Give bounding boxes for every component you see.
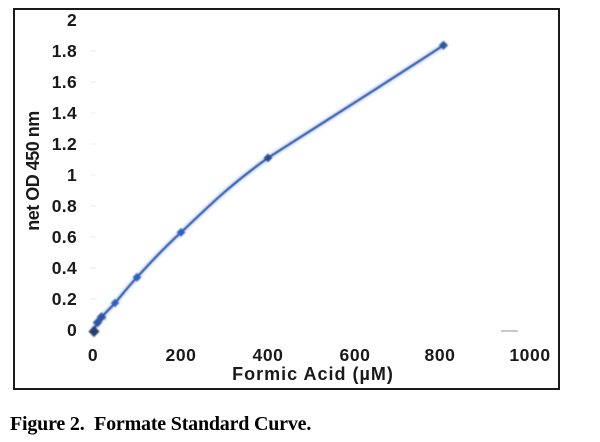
svg-text:2: 2	[67, 10, 77, 30]
svg-text:Figure 2. Formate Standard Cu: Figure 2. Formate Standard Curve.	[10, 413, 311, 435]
svg-text:1.8: 1.8	[52, 41, 77, 61]
svg-text:0.6: 0.6	[52, 227, 77, 247]
svg-text:1: 1	[67, 165, 77, 185]
svg-text:400: 400	[253, 345, 284, 365]
svg-text:800: 800	[425, 345, 456, 365]
svg-text:1.6: 1.6	[52, 72, 77, 92]
svg-text:1.2: 1.2	[52, 134, 77, 154]
svg-text:200: 200	[166, 345, 197, 365]
svg-text:Formic Acid (µM): Formic Acid (µM)	[232, 364, 394, 384]
svg-text:0: 0	[88, 345, 98, 365]
svg-text:600: 600	[340, 345, 371, 365]
svg-text:net OD 450 nm: net OD 450 nm	[23, 111, 43, 231]
svg-text:0.8: 0.8	[52, 196, 77, 216]
svg-text:0.2: 0.2	[52, 289, 77, 309]
svg-text:0: 0	[67, 320, 77, 340]
svg-text:1000: 1000	[509, 345, 550, 365]
svg-text:1.4: 1.4	[52, 103, 77, 123]
svg-text:0.4: 0.4	[52, 258, 77, 278]
